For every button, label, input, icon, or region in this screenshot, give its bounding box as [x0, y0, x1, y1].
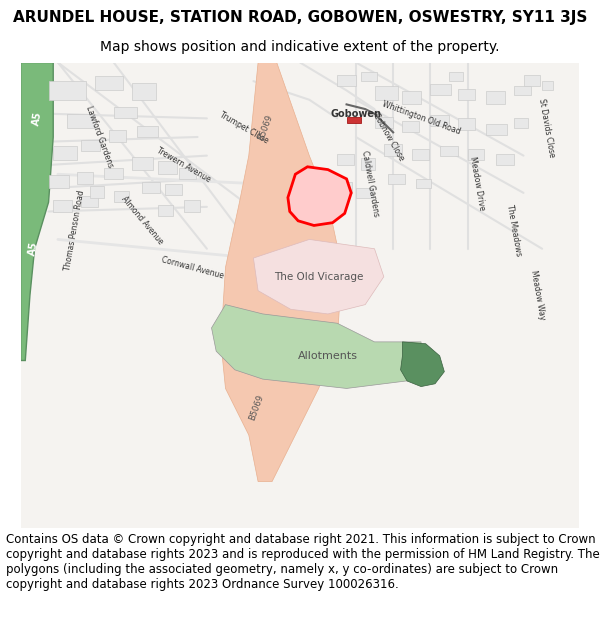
Bar: [67, 114, 95, 128]
Bar: [114, 107, 137, 118]
Text: Map shows position and indicative extent of the property.: Map shows position and indicative extent…: [100, 40, 500, 54]
Polygon shape: [401, 342, 445, 387]
Bar: [403, 91, 421, 104]
Polygon shape: [20, 62, 580, 528]
Polygon shape: [212, 304, 421, 388]
Text: Thomas Penson Road: Thomas Penson Road: [63, 189, 86, 271]
Bar: [458, 89, 475, 100]
Bar: [49, 81, 86, 100]
Bar: [337, 182, 352, 193]
Bar: [514, 86, 531, 95]
Text: Meadow Way: Meadow Way: [529, 270, 546, 321]
Bar: [458, 118, 475, 129]
Text: Gobowen: Gobowen: [331, 109, 382, 119]
Bar: [137, 126, 158, 137]
Bar: [337, 154, 354, 165]
Text: Almond Avenue: Almond Avenue: [119, 195, 164, 247]
Text: ARUNDEL HOUSE, STATION ROAD, GOBOWEN, OSWESTRY, SY11 3JS: ARUNDEL HOUSE, STATION ROAD, GOBOWEN, OS…: [13, 10, 587, 25]
Bar: [337, 74, 356, 86]
Text: Cobnow Close: Cobnow Close: [371, 111, 406, 162]
Text: B5069: B5069: [257, 114, 274, 142]
Bar: [403, 121, 419, 132]
Bar: [496, 154, 514, 165]
Bar: [165, 184, 182, 195]
Polygon shape: [20, 62, 53, 361]
Bar: [49, 175, 69, 188]
Bar: [179, 168, 196, 179]
Text: Meadow Drive: Meadow Drive: [468, 156, 486, 211]
Bar: [430, 114, 449, 126]
Bar: [109, 131, 126, 142]
Bar: [374, 86, 398, 100]
Polygon shape: [288, 167, 351, 226]
Text: A5: A5: [31, 111, 44, 126]
Bar: [542, 81, 553, 91]
Text: Whittington Old Road: Whittington Old Road: [381, 100, 461, 137]
Text: A5: A5: [28, 241, 40, 257]
Polygon shape: [221, 62, 342, 481]
Text: Caldwell Gardens: Caldwell Gardens: [359, 150, 380, 218]
Bar: [77, 173, 93, 184]
Bar: [91, 186, 104, 198]
Bar: [416, 179, 431, 188]
Text: Trumpet Close: Trumpet Close: [218, 110, 270, 145]
Text: Cornwall Avenue: Cornwall Avenue: [161, 255, 225, 280]
Bar: [142, 182, 160, 193]
Text: Allotments: Allotments: [298, 351, 358, 361]
Bar: [486, 124, 507, 135]
Bar: [184, 201, 200, 211]
Text: B5069: B5069: [247, 393, 265, 421]
Text: The Meadows: The Meadows: [505, 204, 523, 257]
Bar: [361, 158, 376, 169]
Bar: [81, 196, 98, 207]
Bar: [449, 72, 463, 81]
Text: St Davids Close: St Davids Close: [537, 98, 556, 158]
Text: Trewern Avenue: Trewern Avenue: [155, 146, 212, 184]
Bar: [514, 118, 528, 127]
Polygon shape: [253, 239, 384, 314]
Bar: [133, 156, 153, 169]
Bar: [53, 146, 77, 160]
Text: Lawford Gardens: Lawford Gardens: [85, 105, 115, 169]
Bar: [356, 188, 373, 198]
Bar: [158, 205, 173, 216]
Bar: [384, 144, 403, 156]
Bar: [81, 140, 100, 151]
Bar: [114, 191, 128, 202]
Bar: [158, 161, 177, 174]
Bar: [133, 83, 155, 100]
Bar: [347, 118, 361, 123]
Text: The Old Vicarage: The Old Vicarage: [274, 272, 364, 282]
Bar: [374, 116, 393, 128]
Bar: [440, 146, 458, 156]
Bar: [361, 72, 377, 81]
Bar: [388, 174, 405, 184]
Text: Contains OS data © Crown copyright and database right 2021. This information is : Contains OS data © Crown copyright and d…: [6, 533, 600, 591]
Bar: [53, 201, 72, 211]
Bar: [104, 168, 123, 179]
Bar: [486, 91, 505, 104]
Bar: [430, 84, 451, 95]
Bar: [95, 76, 123, 91]
Bar: [523, 74, 540, 86]
Bar: [412, 149, 428, 160]
Bar: [467, 149, 484, 160]
